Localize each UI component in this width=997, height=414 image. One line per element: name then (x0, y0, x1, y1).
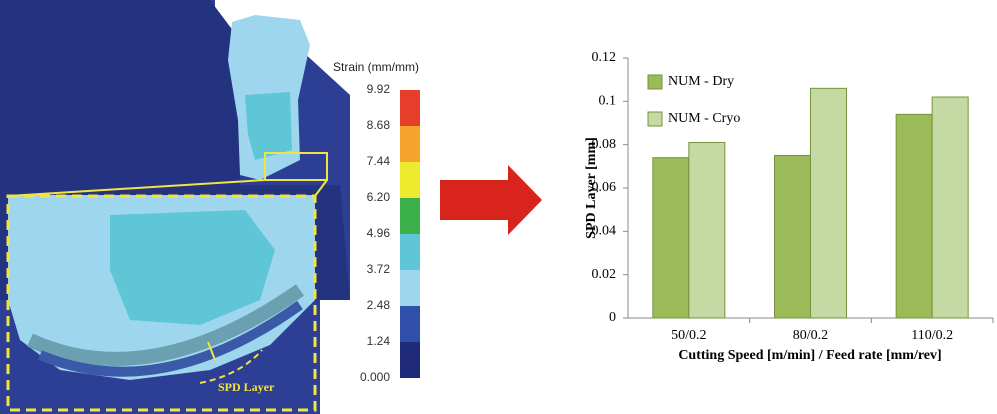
y-tick-label: 0.1 (599, 94, 617, 109)
bar (689, 143, 725, 319)
colorbar-band (400, 234, 420, 270)
colorbar-band (400, 162, 420, 198)
colorbar-band (400, 90, 420, 126)
colorbar-tick-label: 4.96 (367, 226, 391, 240)
figure: SPD Layer Strain (mm/mm) SPD Layer [mm] … (0, 0, 997, 414)
colorbar-band (400, 342, 420, 378)
annotation: SPD Layer (218, 380, 275, 394)
legend-swatch (648, 112, 662, 126)
fem-image (0, 0, 350, 414)
colorbar-band (400, 198, 420, 234)
colorbar-band (400, 270, 420, 306)
colorbar-tick-label: 7.44 (367, 154, 391, 168)
bar (896, 114, 932, 318)
arrow (440, 165, 542, 235)
legend-label: NUM - Cryo (668, 111, 740, 126)
x-axis-title: Cutting Speed [m/min] / Feed rate [mm/re… (678, 348, 941, 363)
colorbar-tick-label: 2.48 (367, 298, 391, 312)
colorbar-tick-label: 9.92 (367, 82, 391, 96)
colorbar-title: Strain (mm/mm) (333, 60, 419, 74)
y-tick-label: 0.12 (592, 50, 617, 65)
bar (811, 88, 847, 318)
y-tick-label: 0.02 (592, 267, 617, 282)
colorbar-tick-label: 8.68 (367, 118, 391, 132)
bar (775, 156, 811, 319)
colorbar-band (400, 306, 420, 342)
colorbar-tick-label: 0.000 (360, 370, 390, 384)
colorbar-tick-label: 3.72 (367, 262, 391, 276)
bar (653, 158, 689, 318)
y-tick-label: 0.06 (592, 180, 617, 195)
x-tick-label: 50/0.2 (671, 328, 706, 343)
y-tick-label: 0.04 (592, 224, 617, 239)
colorbar-tick-label: 6.20 (367, 190, 391, 204)
y-tick-label: 0.08 (592, 137, 617, 152)
y-tick-label: 0 (609, 310, 616, 325)
colorbar-tick-label: 1.24 (367, 334, 391, 348)
colorbar-band (400, 126, 420, 162)
legend-label: NUM - Dry (668, 74, 734, 89)
legend-swatch (648, 75, 662, 89)
x-tick-label: 110/0.2 (911, 328, 953, 343)
x-tick-label: 80/0.2 (793, 328, 828, 343)
bar (932, 97, 968, 318)
